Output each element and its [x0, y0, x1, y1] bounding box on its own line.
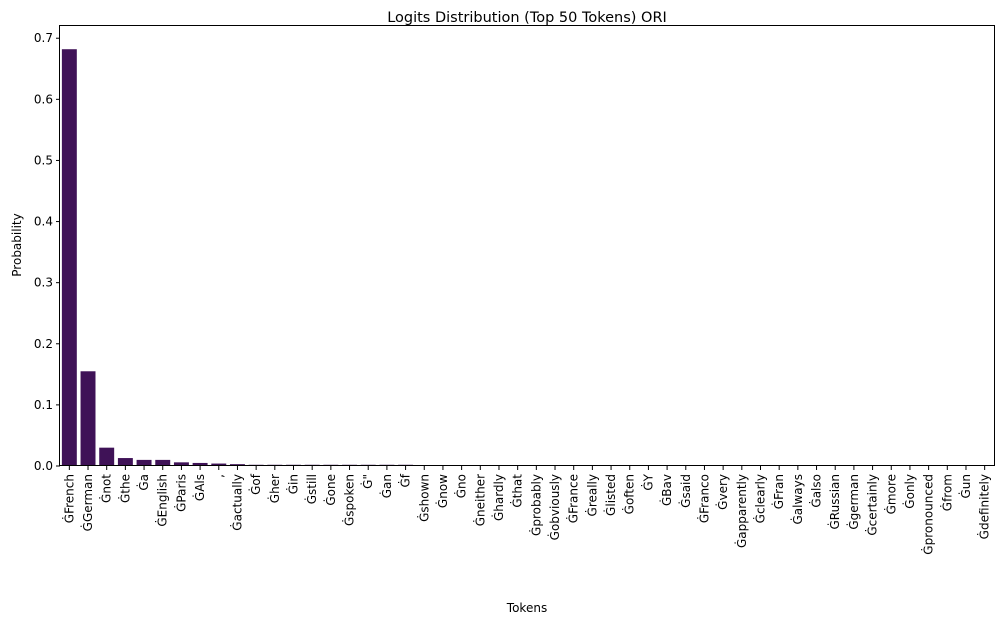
- x-tick-label: Ġobviously: [546, 474, 562, 540]
- x-tick-label: Ġprobably: [527, 474, 543, 536]
- bars: [61, 49, 993, 466]
- x-tick-label: Ġspoken: [341, 474, 357, 526]
- x-tick-label: Ġmore: [882, 474, 898, 514]
- x-tick-label: Ġher: [266, 474, 282, 503]
- bar: [117, 458, 133, 466]
- x-tick-label: Ġstill: [303, 474, 319, 504]
- x-tick-label: ĠFran: [770, 474, 786, 509]
- x-tick-label: Ġan: [378, 474, 394, 498]
- x-tick-label: Ġvery: [714, 474, 730, 510]
- x-tick-label: ĠFrance: [565, 474, 581, 523]
- y-tick-label: 0.4: [34, 215, 53, 229]
- x-tick-label: Ġnow: [434, 474, 450, 508]
- plot-frame: [59, 25, 995, 466]
- y-tick-label: 0.6: [34, 92, 53, 106]
- x-tick-label: Ġlisted: [602, 474, 618, 516]
- y-axis-title: Probability: [10, 213, 24, 276]
- x-tick-label: Ġf: [397, 473, 413, 487]
- x-tick-label: ĠBav: [658, 474, 674, 506]
- y-tick-label: 0.3: [34, 276, 53, 290]
- x-tick-label: Ġthe: [116, 474, 132, 503]
- x-tick-label: Ġalways: [789, 474, 805, 525]
- x-tick-label: Ġno: [453, 474, 469, 498]
- x-tick-label: Ġfrom: [938, 474, 954, 511]
- bar: [192, 462, 208, 466]
- x-tick-label: Ġcertainly: [864, 474, 880, 536]
- bar: [61, 49, 77, 466]
- y-tick-label: 0.2: [34, 337, 53, 351]
- x-tick-label: ĠAls: [191, 474, 207, 501]
- x-tick-label: Ġthat: [509, 474, 525, 508]
- x-tick-label: Ġoften: [621, 474, 637, 514]
- y-axis: 0.0 0.1 0.2 0.3 0.4 0.5 0.6 0.7: [34, 31, 60, 473]
- x-tick-label: Ġun: [957, 474, 973, 499]
- x-tick-label: Ġneither: [471, 474, 487, 526]
- x-axis: ĠFrench ĠGerman Ġnot Ġthe Ġa ĠEnglish ĠParis ĠA…: [60, 466, 992, 555]
- y-tick-label: 0.0: [34, 459, 53, 473]
- x-tick-label: Ġreally: [583, 474, 599, 516]
- x-tick-label: Ġonly: [901, 474, 917, 509]
- x-tick-label: Ġgerman: [845, 474, 861, 530]
- x-tick-label: Ġclearly: [752, 474, 768, 523]
- y-tick-label: 0.5: [34, 153, 53, 167]
- x-tick-label: Ġactually: [228, 474, 244, 531]
- x-tick-label: Ġapparently: [733, 474, 749, 548]
- x-tick-label: Ġdefinitely: [976, 474, 992, 539]
- x-tick-label: ĠRussian: [826, 474, 842, 530]
- x-tick-label: Ġpronounced: [920, 474, 936, 555]
- bar: [99, 447, 115, 466]
- bar: [173, 462, 189, 466]
- x-tick-label: Ġone: [322, 474, 338, 506]
- y-tick-label: 0.1: [34, 398, 53, 412]
- x-tick-label: Ġshown: [415, 474, 431, 522]
- x-tick-label: Ġa: [135, 474, 151, 491]
- x-tick-label: Ġnot: [98, 474, 114, 503]
- x-tick-label: ĠEnglish: [154, 474, 170, 527]
- bar: [80, 371, 96, 466]
- x-tick-label: Ġof: [247, 473, 263, 495]
- chart-title: Logits Distribution (Top 50 Tokens) ORI: [387, 10, 667, 26]
- x-axis-title: Tokens: [506, 601, 547, 615]
- y-tick-label: 0.7: [34, 31, 53, 45]
- x-tick-label: Ġ": [359, 474, 375, 489]
- x-tick-label: Ġhardly: [490, 474, 506, 521]
- bar: [136, 459, 152, 466]
- x-tick-label: ĠFranco: [695, 474, 711, 523]
- bar: [211, 463, 227, 466]
- x-tick-label: Ġalso: [808, 474, 824, 508]
- x-tick-label: ,: [212, 474, 226, 478]
- x-tick-label: ĠParis: [172, 474, 188, 512]
- x-tick-label: ĠFrench: [60, 474, 76, 523]
- x-tick-label: Ġin: [285, 474, 301, 494]
- x-tick-label: Ġsaid: [677, 474, 693, 508]
- x-tick-label: ĠY: [639, 473, 655, 490]
- bar: [155, 459, 171, 466]
- x-tick-label: ĠGerman: [79, 474, 95, 531]
